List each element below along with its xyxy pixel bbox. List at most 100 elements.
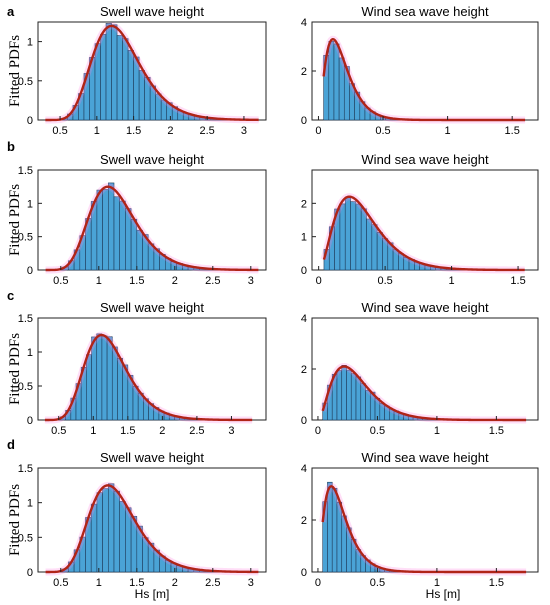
histogram-bar: [360, 208, 367, 271]
y-tick-label: 4: [301, 463, 307, 475]
y-tick-label: 2: [301, 364, 307, 376]
x-tick-label: 3: [248, 275, 254, 287]
fitted-pdf-curve: [322, 195, 525, 272]
x-tick-label: 1: [94, 125, 100, 137]
y-axis-label: Fitted PDFs: [7, 484, 23, 556]
fitted-pdf-curve: [45, 185, 259, 272]
histogram-bar: [108, 483, 115, 573]
x-tick-label: 0: [315, 577, 321, 589]
y-axis-label: Fitted PDFs: [7, 35, 23, 107]
y-tick-label: 0: [301, 265, 307, 277]
histogram-bar: [111, 24, 118, 121]
histogram-bar: [341, 365, 347, 421]
x-tick-label: 0: [315, 125, 321, 137]
chart-title: Swell wave height: [100, 450, 204, 465]
fitted-pdf-curve: [321, 485, 527, 574]
y-axis-label: Fitted PDFs: [7, 333, 23, 405]
x-axis-label: Hs [m]: [426, 587, 461, 601]
y-tick-label: 2: [301, 198, 307, 210]
x-tick-label: 2.5: [189, 425, 204, 437]
panel-letter: c: [7, 288, 14, 303]
x-tick-label: 1.5: [489, 577, 504, 589]
y-tick-label: 0: [301, 115, 307, 127]
y-tick-label: 1: [27, 347, 33, 359]
histogram-bar: [102, 189, 109, 271]
histogram-bar: [113, 196, 120, 271]
fitted-pdf-curve: [45, 24, 259, 122]
y-tick-label: 0: [301, 567, 307, 579]
y-tick-label: 0.5: [18, 381, 33, 393]
x-tick-label: 3: [248, 577, 254, 589]
y-tick-label: 1.5: [18, 313, 33, 325]
x-tick-label: 2.5: [205, 577, 220, 589]
histogram-bar: [101, 335, 108, 421]
fitted-pdf-curve: [321, 365, 527, 422]
chart-title: Swell wave height: [100, 300, 204, 315]
fitted-pdf-curve: [45, 484, 259, 574]
chart-title: Wind sea wave height: [361, 300, 489, 315]
x-tick-label: 0.5: [51, 425, 66, 437]
x-tick-label: 1: [434, 425, 440, 437]
histogram-bar: [119, 200, 126, 271]
panel-letter: a: [7, 4, 15, 19]
y-tick-label: 1.5: [18, 165, 33, 177]
x-tick-label: 0.5: [370, 577, 385, 589]
histogram-bar: [350, 201, 357, 271]
x-tick-label: 0: [316, 275, 322, 287]
y-tick-label: 2: [301, 515, 307, 527]
y-tick-label: 1.5: [18, 463, 33, 475]
x-tick-label: 0.5: [53, 275, 68, 287]
y-tick-label: 4: [301, 17, 307, 29]
histogram-bar: [113, 490, 120, 573]
x-tick-label: 1.5: [120, 425, 135, 437]
x-tick-label: 1.5: [126, 125, 141, 137]
x-tick-label: 1: [90, 425, 96, 437]
histogram-bar: [127, 50, 134, 121]
x-tick-label: 0.5: [53, 577, 68, 589]
histogram-bar: [346, 369, 352, 421]
y-tick-label: 0: [301, 415, 307, 427]
y-tick-label: 1: [27, 37, 33, 49]
x-tick-label: 0.5: [52, 125, 67, 137]
y-tick-label: 0: [27, 265, 33, 277]
y-tick-label: 1: [301, 232, 307, 244]
histogram-bar: [96, 333, 103, 421]
chart-title: Swell wave height: [100, 152, 204, 167]
y-tick-label: 2: [301, 66, 307, 78]
y-tick-label: 4: [301, 313, 307, 325]
y-axis-label: Fitted PDFs: [7, 184, 23, 256]
fitted-pdf-curve: [44, 333, 253, 422]
x-tick-label: 1: [445, 125, 451, 137]
histogram-bar: [119, 501, 126, 573]
histogram-bar: [116, 35, 123, 121]
chart-title: Wind sea wave height: [361, 4, 489, 19]
y-tick-label: 0.5: [18, 76, 33, 88]
x-tick-label: 3: [228, 425, 234, 437]
histogram-bar: [122, 38, 129, 121]
y-tick-label: 1: [27, 498, 33, 510]
y-tick-label: 1: [27, 198, 33, 210]
x-axis-label: Hs [m]: [135, 587, 170, 601]
histogram-bar: [100, 33, 107, 121]
x-tick-label: 1: [96, 577, 102, 589]
x-tick-label: 0: [315, 425, 321, 437]
y-tick-label: 0: [27, 415, 33, 427]
x-tick-label: 2: [172, 275, 178, 287]
y-tick-label: 0.5: [18, 532, 33, 544]
histogram-bar: [108, 182, 115, 271]
x-tick-label: 1.5: [129, 577, 144, 589]
x-tick-label: 0.5: [370, 425, 385, 437]
chart-title: Wind sea wave height: [361, 450, 489, 465]
chart-title: Wind sea wave height: [361, 152, 489, 167]
x-tick-label: 1.5: [489, 425, 504, 437]
histogram-bar: [336, 370, 343, 421]
histogram-bar: [355, 203, 362, 271]
y-tick-label: 0: [27, 115, 33, 127]
histogram-bar: [102, 488, 109, 573]
panel-letter: d: [7, 437, 15, 452]
fitted-pdf-curve: [322, 38, 526, 122]
histogram-bar: [96, 492, 103, 573]
chart-title: Swell wave height: [100, 4, 204, 19]
histogram-bar: [366, 218, 373, 271]
